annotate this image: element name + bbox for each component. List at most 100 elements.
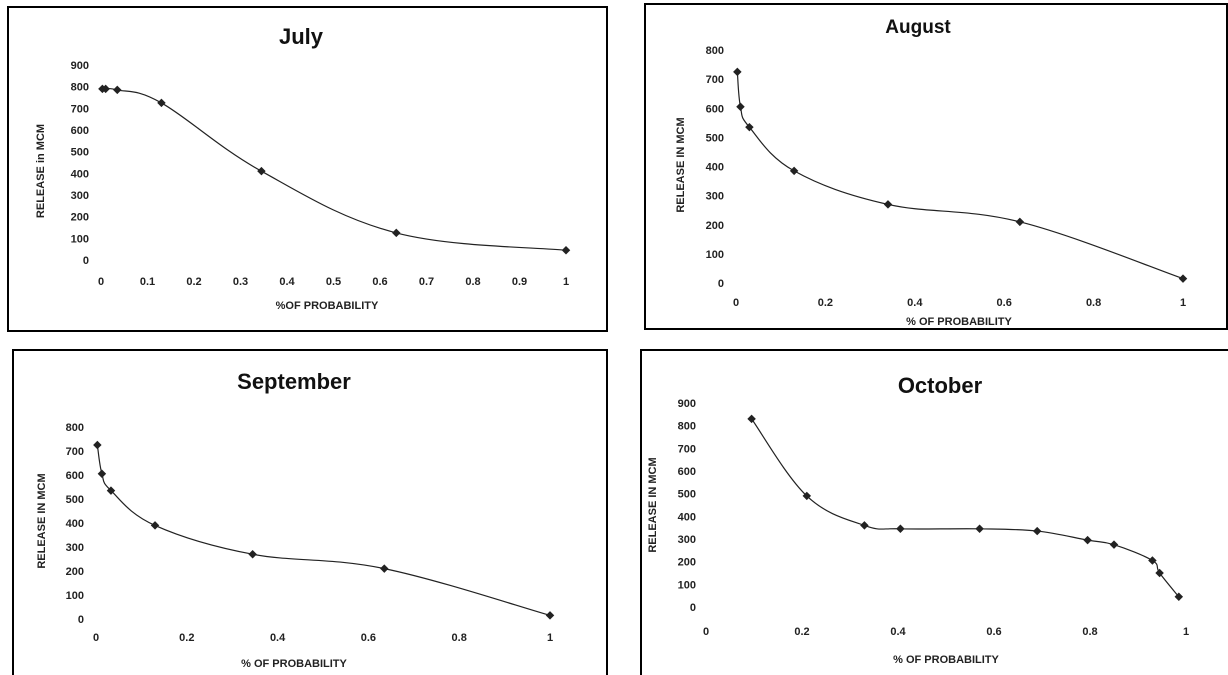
data-point xyxy=(113,85,122,95)
data-point xyxy=(1178,274,1188,283)
y-tick-label: 700 xyxy=(706,74,724,86)
x-tick-label: 0.6 xyxy=(361,632,376,644)
y-tick-label: 600 xyxy=(706,103,724,115)
x-tick-label: 0 xyxy=(733,297,739,309)
x-tick-label: 0.6 xyxy=(986,626,1001,638)
chart-title: October xyxy=(898,373,983,398)
data-point xyxy=(1174,592,1184,602)
chart-title: July xyxy=(279,24,324,49)
x-tick-label: 0.3 xyxy=(233,276,248,288)
y-tick-label: 200 xyxy=(678,557,696,569)
x-tick-label: 0.8 xyxy=(452,632,467,644)
data-point xyxy=(248,549,257,559)
y-tick-label: 300 xyxy=(678,534,696,546)
y-tick-label: 600 xyxy=(71,125,89,137)
x-tick-label: 0.6 xyxy=(997,297,1012,309)
series-line xyxy=(102,87,567,251)
x-tick-label: 0.2 xyxy=(794,626,809,638)
x-tick-label: 0.9 xyxy=(512,276,527,288)
x-tick-label: 1 xyxy=(1180,297,1186,309)
x-tick-label: 0.2 xyxy=(179,632,194,644)
y-tick-label: 900 xyxy=(678,398,696,410)
data-point xyxy=(101,84,110,94)
data-point xyxy=(545,611,555,620)
x-tick-label: 0.4 xyxy=(907,297,923,309)
y-tick-label: 100 xyxy=(706,249,724,261)
data-point xyxy=(106,486,116,495)
y-tick-label: 700 xyxy=(678,443,696,455)
y-tick-label: 300 xyxy=(66,542,84,554)
october-chart-svg: October 0 100 200 300 400 500 600 700 800 900 0 0.2 0… xyxy=(647,373,1189,666)
y-tick-label: 100 xyxy=(66,590,84,602)
data-point xyxy=(736,102,745,112)
data-point xyxy=(975,524,984,534)
x-axis-label: % OF PROBABILITY xyxy=(241,658,347,670)
x-tick-label: 1 xyxy=(547,632,553,644)
data-point xyxy=(150,521,160,530)
x-axis-label: % OF PROBABILITY xyxy=(893,654,999,666)
x-axis-label: % OF PROBABILITY xyxy=(906,316,1012,328)
data-point xyxy=(380,564,389,573)
data-point xyxy=(896,524,905,534)
y-tick-label: 800 xyxy=(706,45,724,57)
x-tick-label: 0.2 xyxy=(186,276,201,288)
y-tick-label: 700 xyxy=(66,446,84,458)
y-tick-label: 400 xyxy=(678,511,696,523)
x-axis-label: %OF PROBABILITY xyxy=(276,300,379,312)
x-tick-label: 0.8 xyxy=(465,276,480,288)
y-axis-label: RELEASE IN MCM xyxy=(36,473,48,568)
data-point xyxy=(97,469,107,479)
y-tick-label: 400 xyxy=(66,518,84,530)
data-point xyxy=(157,98,166,108)
x-tick-label: 0.4 xyxy=(279,276,295,288)
july-chart: July 0 100 200 300 400 500 600 700 800 900 0 0.1 0.2 0… xyxy=(7,6,608,332)
july-chart-svg: July 0 100 200 300 400 500 600 700 800 900 0 0.1 0.2 0… xyxy=(35,24,571,312)
data-point xyxy=(733,67,742,77)
x-tick-label: 0.5 xyxy=(326,276,341,288)
chart-title: August xyxy=(885,17,951,38)
x-tick-label: 0.8 xyxy=(1082,626,1097,638)
data-point xyxy=(747,414,756,424)
y-tick-label: 500 xyxy=(678,489,696,501)
y-axis-label: RELEASE IN MCM xyxy=(675,117,687,212)
y-tick-label: 200 xyxy=(706,220,724,232)
x-tick-label: 0.8 xyxy=(1086,297,1101,309)
y-tick-label: 400 xyxy=(71,168,89,180)
y-tick-label: 700 xyxy=(71,103,89,115)
y-tick-label: 500 xyxy=(71,147,89,159)
series-line xyxy=(751,418,1180,598)
y-tick-label: 600 xyxy=(678,466,696,478)
y-tick-label: 800 xyxy=(678,421,696,433)
x-tick-label: 0 xyxy=(98,276,104,288)
data-point xyxy=(1109,540,1119,549)
series-line xyxy=(96,444,551,616)
data-point xyxy=(883,200,893,209)
data-point xyxy=(257,166,266,176)
x-tick-label: 0 xyxy=(703,626,709,638)
y-tick-label: 500 xyxy=(66,494,84,506)
september-chart: September 0 100 200 300 400 500 600 700 800 0 0.2 0.… xyxy=(12,349,608,675)
y-tick-label: 0 xyxy=(718,278,724,290)
data-point xyxy=(1083,535,1092,545)
x-tick-label: 1 xyxy=(1183,626,1189,638)
y-tick-label: 0 xyxy=(83,255,89,267)
october-chart: October 0 100 200 300 400 500 600 700 800 900 0 0.2 0… xyxy=(640,349,1228,675)
x-tick-label: 0.2 xyxy=(818,297,833,309)
y-tick-label: 600 xyxy=(66,470,84,482)
data-point xyxy=(860,521,869,530)
y-tick-label: 200 xyxy=(66,566,84,578)
august-chart: August 0 100 200 300 400 500 600 700 800 0 0.2 0.4 0.… xyxy=(644,3,1228,330)
y-tick-label: 0 xyxy=(690,602,696,614)
y-tick-label: 800 xyxy=(71,82,89,94)
data-point xyxy=(1015,217,1025,227)
y-tick-label: 800 xyxy=(66,422,84,434)
y-tick-label: 300 xyxy=(71,190,89,202)
data-point xyxy=(561,246,571,255)
y-tick-label: 0 xyxy=(78,614,84,626)
x-tick-label: 0.1 xyxy=(140,276,155,288)
series-line xyxy=(736,71,1184,280)
y-tick-label: 400 xyxy=(706,162,724,174)
august-chart-svg: August 0 100 200 300 400 500 600 700 800 0 0.2 0.4 0.… xyxy=(675,17,1188,328)
data-point xyxy=(789,166,799,176)
x-tick-label: 0.6 xyxy=(372,276,387,288)
